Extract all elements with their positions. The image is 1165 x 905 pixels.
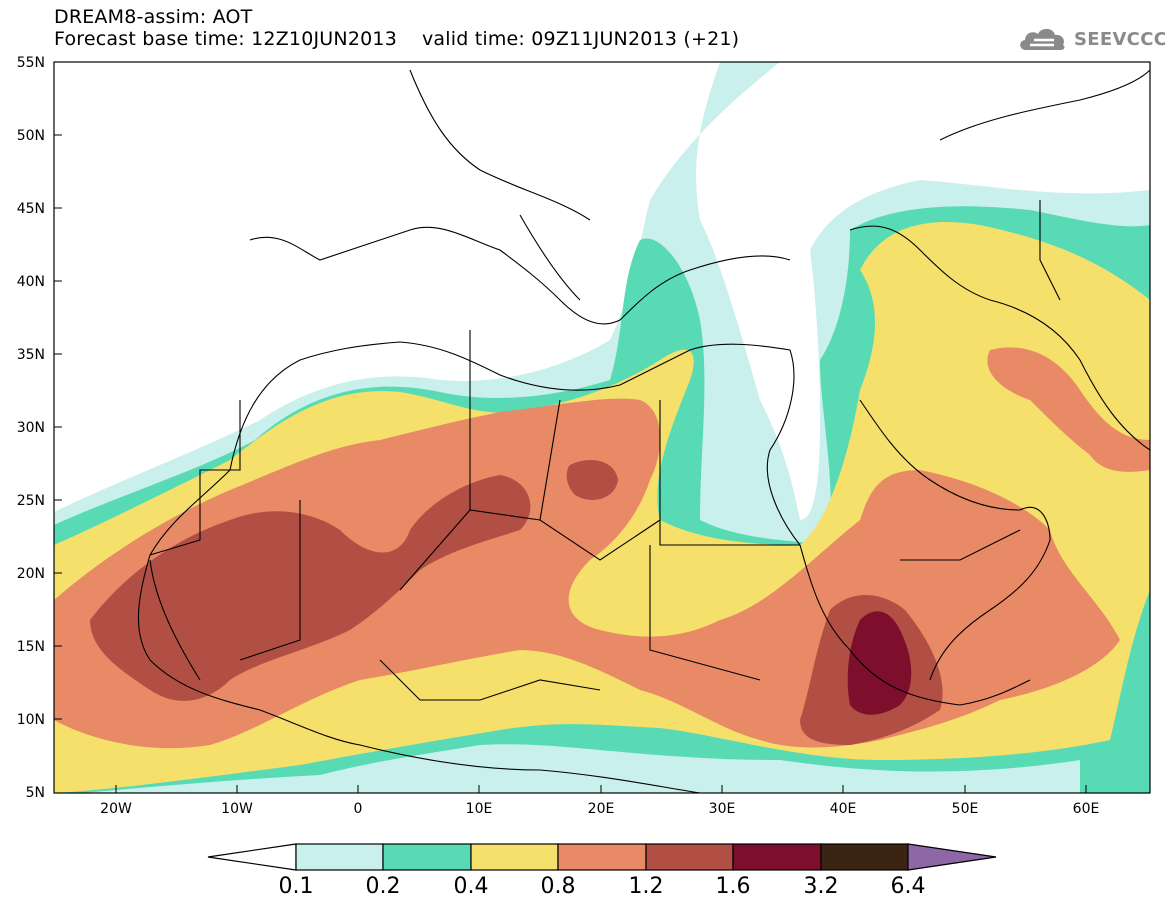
lat-label: 30N <box>17 420 45 436</box>
lon-labels: 20W 10W 0 10E 20E 30E 40E 50E 60E <box>100 801 1099 817</box>
colorbar-segment <box>732 843 822 871</box>
lat-label: 15N <box>17 639 45 655</box>
lat-label: 45N <box>17 201 45 217</box>
colorbar-low-arrow <box>207 843 297 871</box>
lat-label: 40N <box>17 274 45 290</box>
lat-label: 10N <box>17 712 45 728</box>
colorbar-segment <box>557 843 647 871</box>
cloud-icon <box>1020 28 1065 50</box>
lat-label: 20N <box>17 566 45 582</box>
colorbar-segment <box>470 843 559 871</box>
lon-label: 30E <box>709 801 736 817</box>
aot-band-1.6 <box>847 611 912 715</box>
lon-label: 10W <box>221 801 253 817</box>
coastlines <box>137 69 1150 793</box>
colorbar-label: 0.1 <box>279 874 314 899</box>
colorbar-labels: 0.1 0.2 0.4 0.8 1.2 1.6 3.2 6.4 <box>279 874 926 899</box>
lon-label: 60E <box>1073 801 1100 817</box>
lon-label: 20W <box>100 801 132 817</box>
colorbar-label: 3.2 <box>804 874 839 899</box>
aot-band-1.2 <box>90 475 531 701</box>
title-valid-time: valid time: 09Z11JUN2013 (+21) <box>421 28 740 50</box>
colorbar <box>207 843 997 871</box>
lat-label: 55N <box>17 55 45 71</box>
aot-field <box>54 62 1150 793</box>
colorbar-label: 6.4 <box>891 874 926 899</box>
colorbar-high-arrow <box>907 843 997 871</box>
lat-label: 35N <box>17 347 45 363</box>
lat-labels: 55N 50N 45N 40N 35N 30N 25N 20N 15N 10N … <box>17 55 45 801</box>
title-model: DREAM8-assim: AOT <box>54 6 253 28</box>
lat-label: 50N <box>17 128 45 144</box>
aot-band-0.8-east <box>987 347 1150 472</box>
colorbar-segment <box>382 843 472 871</box>
colorbar-segment <box>645 843 734 871</box>
plot-title: DREAM8-assim: AOT Forecast base time: 12… <box>54 6 739 50</box>
lat-label: 5N <box>26 785 45 801</box>
seevccc-logo: SEEVCCC <box>1016 24 1165 54</box>
colorbar-segment <box>820 843 909 871</box>
lon-label: 20E <box>588 801 615 817</box>
colorbar-label: 0.2 <box>366 874 401 899</box>
colorbar-label: 1.6 <box>716 874 751 899</box>
colorbar-segment <box>295 843 384 871</box>
title-base-time: Forecast base time: 12Z10JUN2013 <box>54 28 397 50</box>
lon-label: 40E <box>830 801 857 817</box>
lon-ticks <box>115 785 1087 793</box>
colorbar-label: 1.2 <box>629 874 664 899</box>
lat-ticks <box>54 61 62 720</box>
lon-label: 50E <box>952 801 979 817</box>
lat-label: 25N <box>17 493 45 509</box>
logo-text: SEEVCCC <box>1074 28 1165 50</box>
lon-label: 0 <box>354 801 363 817</box>
aot-band-1.2-b <box>566 460 618 500</box>
colorbar-label: 0.4 <box>454 874 489 899</box>
lon-label: 10E <box>466 801 493 817</box>
colorbar-label: 0.8 <box>541 874 576 899</box>
